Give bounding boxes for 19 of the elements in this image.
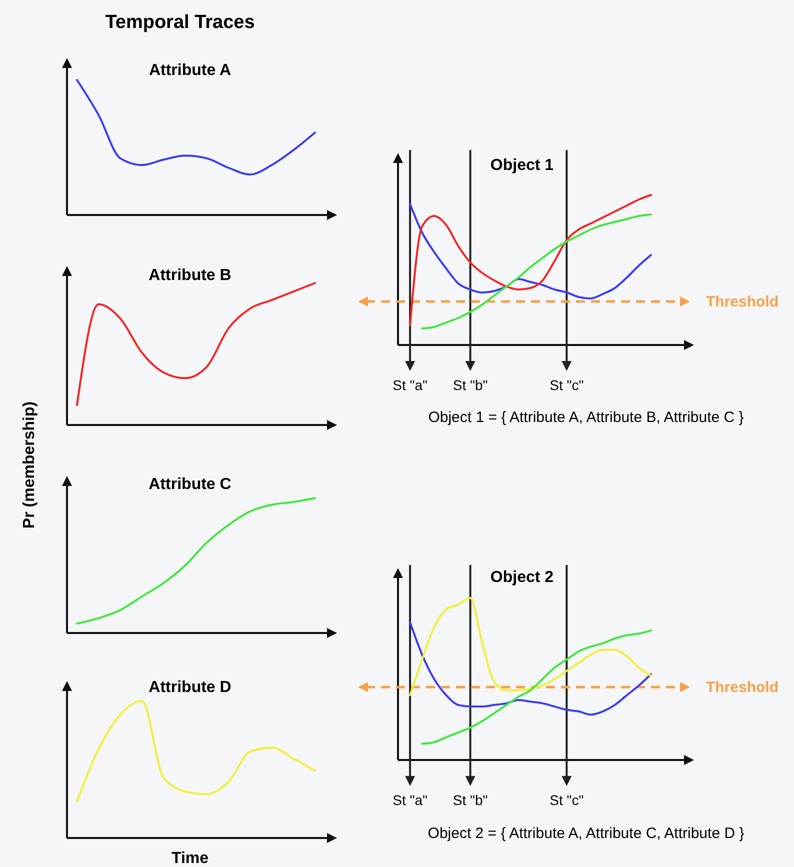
x-tick-label: St "c" <box>550 792 584 808</box>
x-axis-title: Time <box>171 850 209 867</box>
chart-title: Attribute D <box>148 679 232 696</box>
chart-title: Attribute C <box>148 476 232 493</box>
text: Object 2 = { Attribute A, Attribute C, Attribute D } <box>428 825 744 842</box>
x-tick-label: St "b" <box>452 377 488 393</box>
chart-title: Object 1 <box>490 157 554 174</box>
chart-title: Attribute B <box>148 267 232 284</box>
ref-line-label: Threshold <box>706 679 779 696</box>
chart-title: Attribute A <box>148 62 232 79</box>
ref-line-label: Threshold <box>706 294 779 310</box>
x-tick-label: St "a" <box>392 377 428 393</box>
x-tick-label: St "c" <box>550 377 584 393</box>
chart-title: Object 2 <box>490 569 554 586</box>
text: Temporal Traces <box>105 12 255 33</box>
x-tick-label: St "b" <box>452 792 488 808</box>
x-tick-label: St "a" <box>392 792 428 808</box>
y-axis-title: Pr (membership) <box>21 401 38 529</box>
text: Object 1 = { Attribute A, Attribute B, Attribute C } <box>428 409 744 426</box>
